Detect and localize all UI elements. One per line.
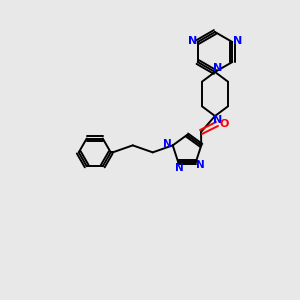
Text: N: N [196,160,205,170]
Text: N: N [213,63,223,73]
Polygon shape [79,139,111,166]
Text: O: O [219,119,229,129]
Text: N: N [188,36,197,46]
Polygon shape [173,135,201,162]
Polygon shape [198,32,232,72]
Text: N: N [175,163,184,173]
Text: N: N [164,140,172,149]
Text: N: N [233,36,242,46]
Text: N: N [213,115,223,125]
